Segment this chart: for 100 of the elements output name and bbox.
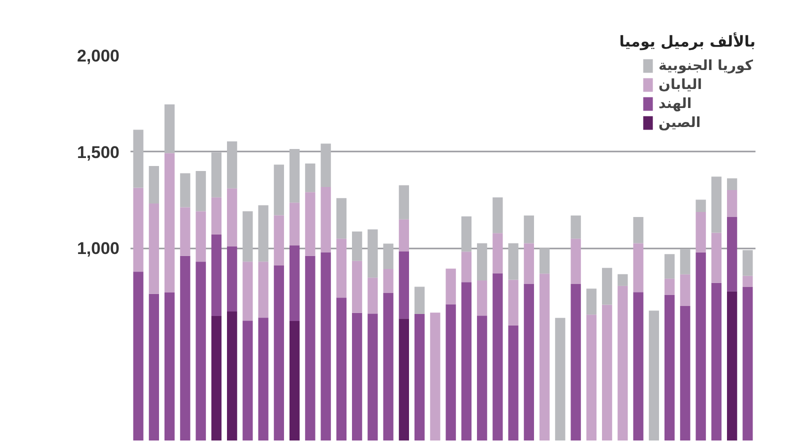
bar bbox=[680, 274, 690, 306]
bar bbox=[430, 312, 440, 440]
bar bbox=[336, 298, 347, 440]
bar bbox=[352, 231, 362, 261]
bar bbox=[398, 318, 410, 440]
bar bbox=[289, 149, 300, 203]
bar bbox=[336, 238, 347, 298]
bar bbox=[148, 204, 160, 294]
bar bbox=[368, 229, 378, 278]
bar bbox=[274, 266, 284, 440]
bar bbox=[180, 256, 190, 440]
bar bbox=[492, 197, 503, 234]
legend-label: اليابان bbox=[658, 76, 702, 93]
bar bbox=[508, 325, 518, 440]
bar bbox=[711, 232, 722, 283]
bar bbox=[398, 219, 410, 252]
bar bbox=[226, 188, 238, 246]
bar bbox=[633, 217, 644, 244]
bar bbox=[211, 197, 222, 234]
bar bbox=[148, 166, 160, 204]
legend-label: كوريا الجنوبية bbox=[658, 57, 753, 74]
bar bbox=[305, 163, 316, 192]
bar bbox=[164, 104, 175, 154]
bar bbox=[680, 306, 690, 440]
bar bbox=[336, 198, 347, 239]
bar bbox=[461, 252, 472, 282]
bar bbox=[648, 310, 660, 440]
bar bbox=[726, 178, 738, 190]
bar bbox=[680, 249, 690, 274]
bar bbox=[320, 186, 331, 252]
legend-label: الهند bbox=[658, 95, 692, 112]
bar bbox=[226, 141, 238, 188]
bar bbox=[726, 190, 738, 218]
bar bbox=[461, 216, 472, 252]
bar bbox=[476, 243, 488, 281]
bar bbox=[211, 316, 222, 440]
bar bbox=[633, 292, 644, 440]
bar bbox=[133, 188, 144, 272]
bar bbox=[242, 211, 253, 262]
bar bbox=[446, 304, 456, 440]
bar bbox=[539, 274, 550, 440]
bar bbox=[258, 318, 268, 440]
bar bbox=[414, 314, 425, 440]
bar bbox=[305, 256, 316, 440]
bar bbox=[196, 262, 206, 440]
bar bbox=[508, 280, 518, 326]
y-tick-label: 1,500 bbox=[76, 142, 120, 162]
y-tick-label: 1,000 bbox=[76, 239, 120, 258]
bar bbox=[320, 144, 331, 187]
bar bbox=[164, 153, 175, 292]
bar bbox=[586, 288, 597, 315]
chart-subtitle: بالألف برميل يوميا bbox=[619, 32, 756, 50]
bar bbox=[664, 254, 675, 279]
bar bbox=[242, 320, 253, 440]
bar bbox=[618, 274, 628, 286]
bar bbox=[180, 207, 190, 256]
bar bbox=[414, 286, 425, 314]
bar bbox=[274, 164, 284, 216]
bar bbox=[476, 316, 488, 440]
bar bbox=[555, 318, 566, 440]
bar bbox=[461, 282, 472, 440]
bar bbox=[633, 243, 644, 292]
bar bbox=[664, 278, 675, 295]
bar bbox=[133, 130, 144, 188]
bar bbox=[258, 205, 268, 262]
bar bbox=[352, 260, 362, 313]
bar bbox=[570, 215, 581, 239]
bar bbox=[476, 280, 488, 316]
bar bbox=[164, 292, 175, 440]
bar bbox=[133, 272, 144, 440]
bar bbox=[492, 273, 503, 440]
bar bbox=[148, 294, 160, 440]
bar bbox=[664, 294, 675, 440]
bar bbox=[508, 243, 518, 280]
bar bbox=[742, 276, 753, 287]
bar bbox=[289, 245, 300, 321]
bar bbox=[383, 293, 394, 440]
bar bbox=[383, 268, 394, 294]
bar bbox=[211, 152, 222, 198]
bar bbox=[711, 176, 722, 233]
bar bbox=[742, 250, 753, 276]
bar bbox=[539, 248, 550, 274]
bar bbox=[211, 234, 222, 316]
bar bbox=[274, 215, 284, 266]
bar bbox=[524, 284, 534, 440]
bar bbox=[726, 291, 738, 440]
bar bbox=[696, 212, 706, 252]
bar bbox=[398, 251, 410, 319]
bar bbox=[289, 202, 300, 246]
bar bbox=[368, 314, 378, 440]
bar bbox=[368, 278, 378, 314]
y-tick-label: 2,000 bbox=[76, 46, 120, 66]
bar bbox=[383, 244, 394, 269]
bar bbox=[242, 262, 253, 321]
bar bbox=[570, 284, 581, 440]
bar bbox=[446, 268, 456, 304]
bar bbox=[524, 243, 534, 284]
bar bbox=[742, 286, 753, 440]
bar bbox=[711, 282, 722, 440]
bar bbox=[586, 314, 597, 440]
